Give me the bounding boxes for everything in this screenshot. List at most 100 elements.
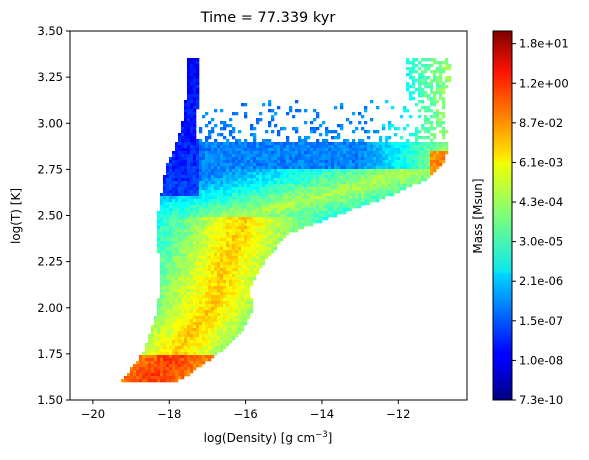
heatmap-cell — [220, 121, 224, 125]
heatmap-cell — [445, 61, 449, 65]
heatmap-cell — [205, 253, 209, 257]
heatmap-cell — [178, 367, 182, 371]
heatmap-cell — [370, 154, 374, 158]
heatmap-cell — [190, 226, 194, 230]
heatmap-cell — [253, 268, 257, 272]
heatmap-cell — [304, 217, 308, 221]
heatmap-cell — [259, 145, 263, 149]
heatmap-cell — [262, 223, 266, 227]
heatmap-cell — [214, 181, 218, 185]
heatmap-cell — [343, 166, 347, 170]
heatmap-cell — [262, 199, 266, 203]
heatmap-cell — [232, 193, 236, 197]
heatmap-cell — [166, 268, 170, 272]
heatmap-cell — [409, 151, 413, 155]
heatmap-cell — [394, 169, 398, 173]
heatmap-cell — [358, 175, 362, 179]
heatmap-cell — [265, 220, 269, 224]
heatmap-cell — [199, 232, 203, 236]
heatmap-cell — [202, 193, 206, 197]
heatmap-cell — [433, 154, 437, 158]
heatmap-cell — [196, 220, 200, 224]
heatmap-cell — [316, 181, 320, 185]
heatmap-cell — [313, 217, 317, 221]
heatmap-cell — [187, 232, 191, 236]
heatmap-cell — [277, 145, 281, 149]
heatmap-cell — [259, 184, 263, 188]
heatmap-cell — [169, 235, 173, 239]
heatmap-cell — [187, 133, 191, 137]
heatmap-cell — [325, 139, 329, 143]
heatmap-cell — [205, 313, 209, 317]
heatmap-cell — [193, 223, 197, 227]
heatmap-cell — [430, 154, 434, 158]
heatmap-cell — [175, 301, 179, 305]
heatmap-cell — [184, 178, 188, 182]
heatmap-cell — [376, 178, 380, 182]
heatmap-cell — [157, 355, 161, 359]
heatmap-cell — [232, 334, 236, 338]
heatmap-cell — [220, 232, 224, 236]
heatmap-cell — [178, 334, 182, 338]
heatmap-cell — [196, 289, 200, 293]
heatmap-cell — [175, 292, 179, 296]
heatmap-cell — [193, 184, 197, 188]
heatmap-cell — [184, 286, 188, 290]
heatmap-cell — [175, 289, 179, 293]
heatmap-cell — [352, 112, 356, 116]
heatmap-cell — [193, 334, 197, 338]
heatmap-cell — [442, 148, 446, 152]
heatmap-cell — [244, 190, 248, 194]
heatmap-cell — [298, 226, 302, 230]
heatmap-cell — [184, 217, 188, 221]
heatmap-cell — [346, 166, 350, 170]
heatmap-cell — [334, 154, 338, 158]
heatmap-cell — [175, 238, 179, 242]
heatmap-cell — [421, 160, 425, 164]
heatmap-cell — [406, 154, 410, 158]
heatmap-cell — [178, 199, 182, 203]
heatmap-cell — [346, 184, 350, 188]
heatmap-cell — [424, 127, 428, 131]
heatmap-cell — [298, 145, 302, 149]
heatmap-cell — [187, 346, 191, 350]
heatmap-cell — [421, 64, 425, 68]
heatmap-cell — [355, 199, 359, 203]
heatmap-cell — [193, 229, 197, 233]
y-tick-label: 2.50 — [37, 209, 63, 223]
heatmap-cell — [208, 175, 212, 179]
heatmap-cell — [379, 181, 383, 185]
heatmap-cell — [241, 154, 245, 158]
heatmap-cell — [211, 304, 215, 308]
heatmap-cell — [280, 229, 284, 233]
heatmap-cell — [256, 235, 260, 239]
heatmap-cell — [322, 196, 326, 200]
heatmap-cell — [277, 181, 281, 185]
heatmap-cell — [169, 223, 173, 227]
heatmap-cell — [340, 172, 344, 176]
heatmap-cell — [199, 196, 203, 200]
heatmap-cell — [202, 181, 206, 185]
heatmap-cell — [253, 229, 257, 233]
heatmap-cell — [229, 157, 233, 161]
heatmap-cell — [382, 175, 386, 179]
heatmap-cell — [259, 196, 263, 200]
heatmap-cell — [184, 136, 188, 140]
heatmap-cell — [334, 211, 338, 215]
heatmap-cell — [379, 175, 383, 179]
heatmap-cell — [280, 199, 284, 203]
heatmap-cell — [187, 367, 191, 371]
heatmap-cell — [202, 307, 206, 311]
heatmap-cell — [250, 157, 254, 161]
heatmap-cell — [205, 262, 209, 266]
heatmap-cell — [352, 172, 356, 176]
heatmap-cell — [181, 124, 185, 128]
heatmap-cell — [220, 142, 224, 146]
heatmap-cell — [166, 217, 170, 221]
heatmap-cell — [328, 205, 332, 209]
heatmap-cell — [436, 121, 440, 125]
heatmap-cell — [271, 151, 275, 155]
heatmap-cell — [175, 367, 179, 371]
heatmap-cell — [250, 166, 254, 170]
heatmap-cell — [337, 151, 341, 155]
